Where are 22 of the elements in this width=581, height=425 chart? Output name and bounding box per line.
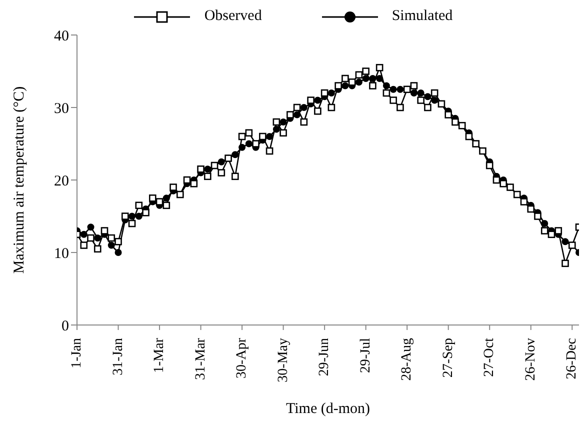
x-tick-label: 31-Jan xyxy=(110,338,126,376)
y-tick-label: 20 xyxy=(54,173,69,190)
x-axis-title: Time (d-mon) xyxy=(286,401,370,417)
y-tick-label: 40 xyxy=(54,28,69,44)
x-tick-label: 30-Apr xyxy=(234,338,250,378)
x-tick-label: 31-Mar xyxy=(193,338,208,380)
legend-label: Simulated xyxy=(392,8,453,25)
x-tick-label: 1-Jan xyxy=(70,338,84,368)
y-axis-title: Maximum air temperature (°C) xyxy=(11,86,28,274)
x-tick-label: 27-Sep xyxy=(440,338,456,378)
y-tick-label: 10 xyxy=(54,246,69,262)
x-tick-label: 1-Mar xyxy=(152,338,168,373)
x-tick-label: 30-May xyxy=(276,338,291,382)
legend-label: Observed xyxy=(204,8,262,25)
x-tick-label: 29-Jul xyxy=(358,338,374,373)
x-tick-label: 28-Aug xyxy=(400,338,415,381)
y-tick-label: 0 xyxy=(62,318,69,334)
x-tick-label: 26-Dec xyxy=(564,338,580,380)
x-tick-label: 29-Jun xyxy=(317,338,332,376)
y-tick-label: 30 xyxy=(54,100,69,117)
x-tick-label: 26-Nov xyxy=(523,338,538,381)
x-tick-label: 27-Oct xyxy=(482,338,498,377)
